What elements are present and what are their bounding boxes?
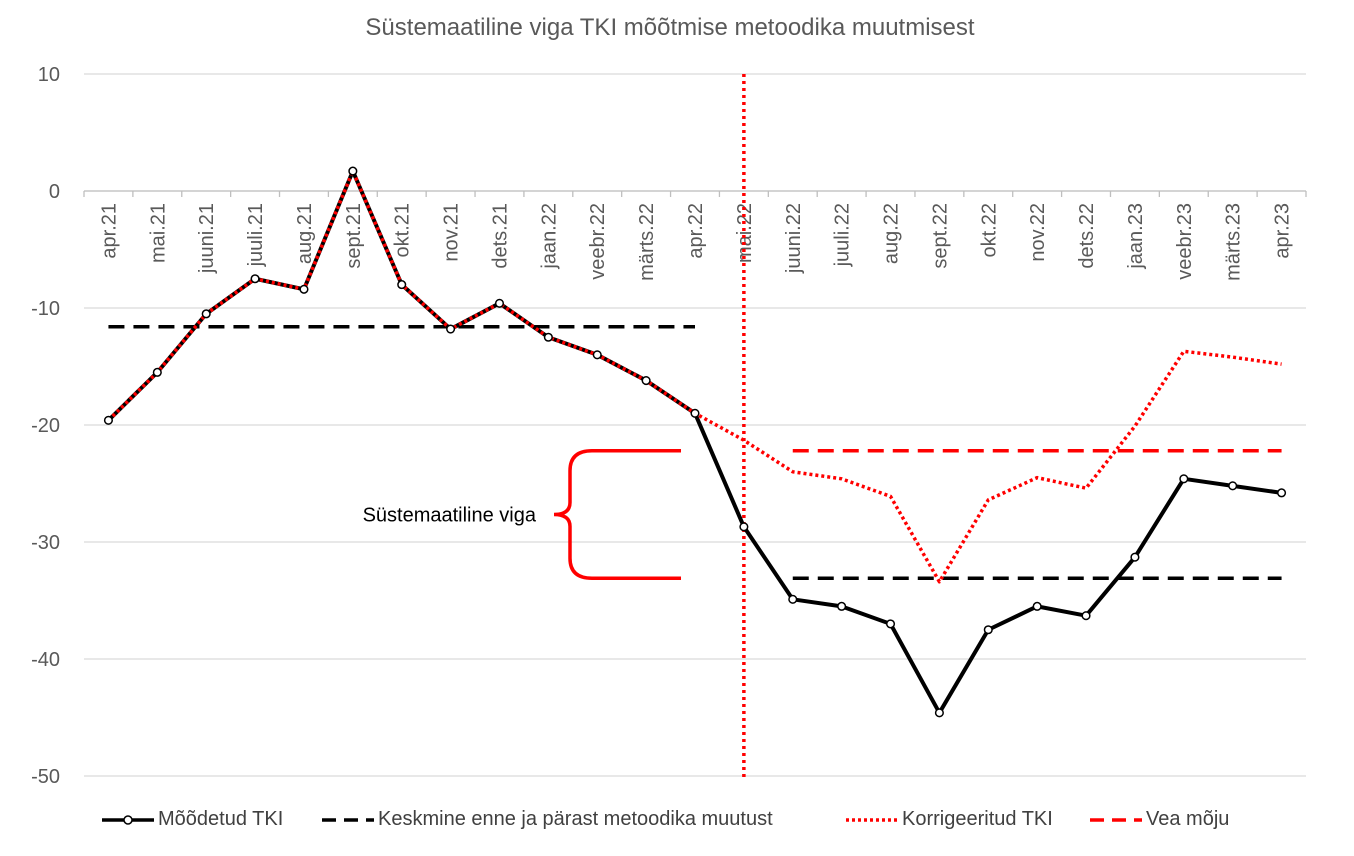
measured-point (1277, 488, 1287, 498)
y-tick-label: -40 (31, 649, 60, 671)
chart-title: Süstemaatiline viga TKI mõõtmise metoodi… (365, 14, 975, 41)
measured-point (983, 625, 993, 635)
legend-swatch-measured (102, 814, 154, 825)
x-tick-label: okt.22 (978, 203, 1000, 257)
error-brace (553, 448, 681, 581)
measured-point (934, 708, 944, 718)
measured-point (1179, 474, 1189, 484)
x-tick-label: okt.21 (392, 203, 414, 257)
legend-item-average: Keskmine enne ja pärast metoodika muutus… (322, 808, 773, 831)
line-chart: 10 0 -10 -20 -30 -40 -50 apr.21 mai.21 juuni.21 ju… (31, 64, 1307, 788)
measured-point (446, 324, 456, 334)
x-tick-label: aug.21 (294, 203, 316, 264)
x-tick-label: märts.22 (636, 203, 658, 281)
x-tick-label: apr.21 (98, 203, 120, 259)
legend-label-average: Keskmine enne ja pärast metoodika muutus… (378, 808, 773, 830)
measured-point (837, 601, 847, 611)
measured-point (1228, 481, 1238, 491)
brace-label: Süstemaatiline viga (363, 505, 537, 527)
legend: Mõõdetud TKI Keskmine enne ja pärast met… (0, 808, 1354, 838)
x-tick-label: mai.21 (147, 203, 169, 263)
legend-swatch-average (322, 817, 374, 822)
legend-item-error-impact: Vea mõju (1090, 808, 1229, 831)
measured-point (250, 274, 260, 284)
measured-point (152, 367, 162, 377)
y-tick-label: -50 (31, 766, 60, 788)
measured-point (1032, 601, 1042, 611)
y-tick-label: -10 (31, 298, 60, 320)
legend-item-measured: Mõõdetud TKI (102, 808, 283, 831)
measured-point (641, 375, 651, 386)
measured-point (1130, 552, 1140, 562)
x-tick-label: jaan.23 (1125, 203, 1147, 270)
measured-point (397, 280, 407, 290)
measured-point (201, 309, 211, 319)
x-tick-label: märts.23 (1223, 203, 1245, 281)
measured-point (690, 408, 700, 418)
measured-point (885, 619, 896, 629)
x-tick-label: jaan.22 (538, 203, 560, 270)
x-tick-label: juuni.21 (196, 203, 218, 274)
measured-point (788, 594, 798, 604)
x-tick-label: juuli.21 (245, 203, 267, 267)
x-tick-label: sept.22 (929, 203, 951, 269)
measured-point (494, 298, 505, 308)
x-tick-label: juuni.22 (783, 203, 805, 274)
measured-point (299, 284, 309, 294)
measured-point (1081, 611, 1091, 621)
measured-point (592, 350, 602, 360)
x-tick-label: sept.21 (343, 203, 365, 269)
legend-item-corrected: Korrigeeritud TKI (846, 808, 1053, 831)
x-tick-label: mai.22 (734, 203, 756, 263)
x-tick-label: apr.23 (1272, 203, 1294, 259)
x-tick-label: apr.22 (685, 203, 707, 259)
measured-point (543, 332, 553, 342)
legend-swatch-error-impact (1090, 817, 1142, 822)
y-tick-label: -20 (31, 415, 60, 437)
x-tick-label: juuli.22 (832, 203, 854, 267)
x-tick-label: aug.22 (881, 203, 903, 264)
x-tick-label: veebr.23 (1174, 203, 1196, 280)
measured-point (348, 166, 358, 176)
measured-point (739, 522, 749, 532)
legend-swatch-corrected (846, 817, 898, 822)
measured-point (103, 415, 113, 425)
y-tick-label: 10 (38, 64, 60, 86)
y-tick-label: -30 (31, 532, 60, 554)
x-tick-label: dets.22 (1076, 203, 1098, 269)
x-tick-label: nov.21 (441, 203, 463, 262)
legend-label-error-impact: Vea mõju (1146, 808, 1230, 830)
legend-label-measured: Mõõdetud TKI (158, 808, 284, 830)
y-tick-label: 0 (49, 181, 60, 203)
legend-label-corrected: Korrigeeritud TKI (902, 808, 1053, 830)
x-tick-label: dets.21 (489, 203, 511, 269)
x-tick-label: nov.22 (1027, 203, 1049, 262)
x-tick-label: veebr.22 (587, 203, 609, 280)
